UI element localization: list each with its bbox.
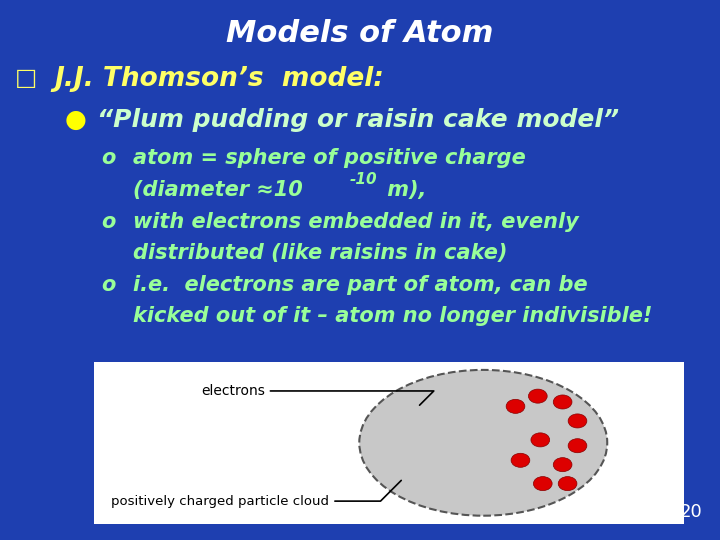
- Text: □: □: [14, 66, 37, 90]
- Text: (diameter ≈10: (diameter ≈10: [133, 180, 303, 200]
- Text: -10: -10: [349, 172, 377, 187]
- Text: o: o: [101, 212, 115, 232]
- FancyBboxPatch shape: [94, 362, 684, 524]
- Text: positively charged particle cloud: positively charged particle cloud: [112, 481, 401, 508]
- Text: Models of Atom: Models of Atom: [226, 19, 494, 48]
- Text: “Plum pudding or raisin cake model”: “Plum pudding or raisin cake model”: [97, 108, 619, 132]
- Circle shape: [528, 389, 547, 403]
- Text: o: o: [101, 275, 115, 295]
- Circle shape: [534, 477, 552, 491]
- Text: atom = sphere of positive charge: atom = sphere of positive charge: [133, 148, 526, 168]
- Text: kicked out of it – atom no longer indivisible!: kicked out of it – atom no longer indivi…: [133, 306, 652, 326]
- Circle shape: [558, 477, 577, 491]
- Circle shape: [553, 395, 572, 409]
- Circle shape: [531, 433, 549, 447]
- Circle shape: [506, 399, 525, 414]
- Text: J.J. Thomson’s  model:: J.J. Thomson’s model:: [54, 66, 384, 92]
- Text: ●: ●: [65, 108, 86, 132]
- Text: o: o: [101, 148, 115, 168]
- Circle shape: [511, 453, 530, 467]
- Text: electrons: electrons: [201, 384, 433, 405]
- Text: i.e.  electrons are part of atom, can be: i.e. electrons are part of atom, can be: [133, 275, 588, 295]
- Text: with electrons embedded in it, evenly: with electrons embedded in it, evenly: [133, 212, 579, 232]
- Text: 20: 20: [679, 503, 702, 521]
- Text: m),: m),: [380, 180, 426, 200]
- Text: distributed (like raisins in cake): distributed (like raisins in cake): [133, 243, 508, 263]
- Circle shape: [568, 438, 587, 453]
- Circle shape: [553, 458, 572, 472]
- Ellipse shape: [359, 370, 607, 516]
- Circle shape: [568, 414, 587, 428]
